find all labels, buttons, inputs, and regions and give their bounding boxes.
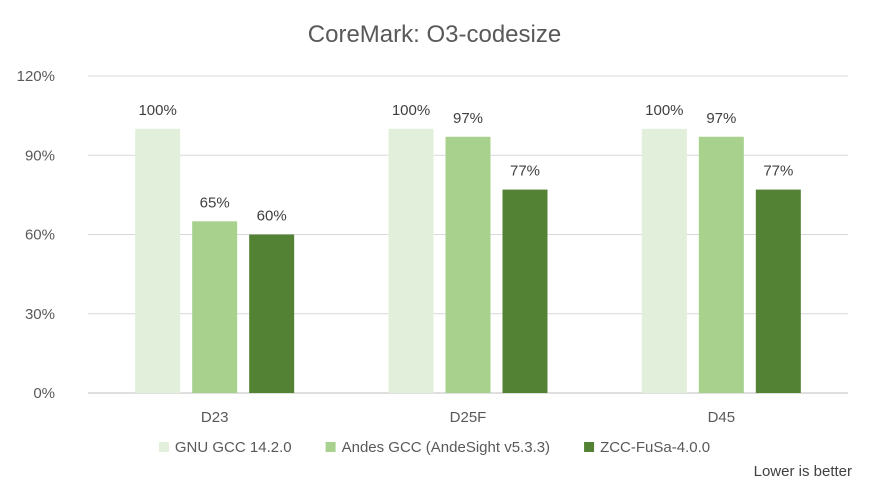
bar-d45-series-3 [755, 189, 801, 393]
data-label: 100% [392, 102, 430, 119]
legend-label: GNU GCC 14.2.0 [175, 439, 292, 456]
legend-swatch [325, 442, 336, 452]
data-label: 97% [706, 110, 736, 127]
bar-d25f-series-1 [388, 128, 434, 394]
legend-label: ZCC-FuSa-4.0.0 [600, 439, 710, 456]
data-label: 65% [200, 194, 230, 211]
legend: GNU GCC 14.2.0 Andes GCC (AndeSight v5.3.… [158, 439, 710, 456]
legend-label: Andes GCC (AndeSight v5.3.3) [342, 439, 550, 456]
bar-d45-series-1 [641, 128, 687, 394]
bar-d45-series-2 [698, 136, 744, 393]
legend-item: Andes GCC (AndeSight v5.3.3) [325, 439, 550, 456]
x-category-label: D45 [708, 409, 736, 426]
y-tick-label: 120% [17, 68, 55, 85]
data-labels: 100% 65% 60% 100% 97% 77% 100% 97% 77% [138, 102, 793, 225]
bar-d23-series-2 [192, 221, 238, 393]
y-tick-label: 0% [33, 385, 55, 402]
data-label: 100% [645, 102, 683, 119]
data-label: 60% [257, 208, 287, 225]
chart-title: CoreMark: O3-codesize [308, 21, 561, 48]
bars [135, 128, 801, 394]
x-category-label: D25F [450, 409, 487, 426]
data-label: 77% [763, 163, 793, 180]
bar-d25f-series-3 [502, 189, 548, 393]
lower-is-better-note: Lower is better [754, 463, 852, 480]
bar-d23-series-1 [135, 128, 181, 394]
bar-d25f-series-2 [445, 136, 491, 393]
y-tick-label: 30% [25, 306, 55, 323]
bar-d23-series-3 [249, 234, 295, 393]
y-axis-ticks: 0% 30% 60% 90% 120% [17, 68, 55, 402]
legend-swatch [158, 442, 169, 452]
data-label: 97% [453, 110, 483, 127]
data-label: 77% [510, 163, 540, 180]
legend-item: ZCC-FuSa-4.0.0 [584, 439, 710, 456]
legend-swatch [584, 442, 595, 452]
data-label: 100% [138, 102, 176, 119]
y-tick-label: 60% [25, 227, 55, 244]
x-category-label: D23 [201, 409, 229, 426]
legend-item: GNU GCC 14.2.0 [158, 439, 292, 456]
y-tick-label: 90% [25, 147, 55, 164]
x-axis-categories: D23 D25F D45 [201, 409, 735, 426]
